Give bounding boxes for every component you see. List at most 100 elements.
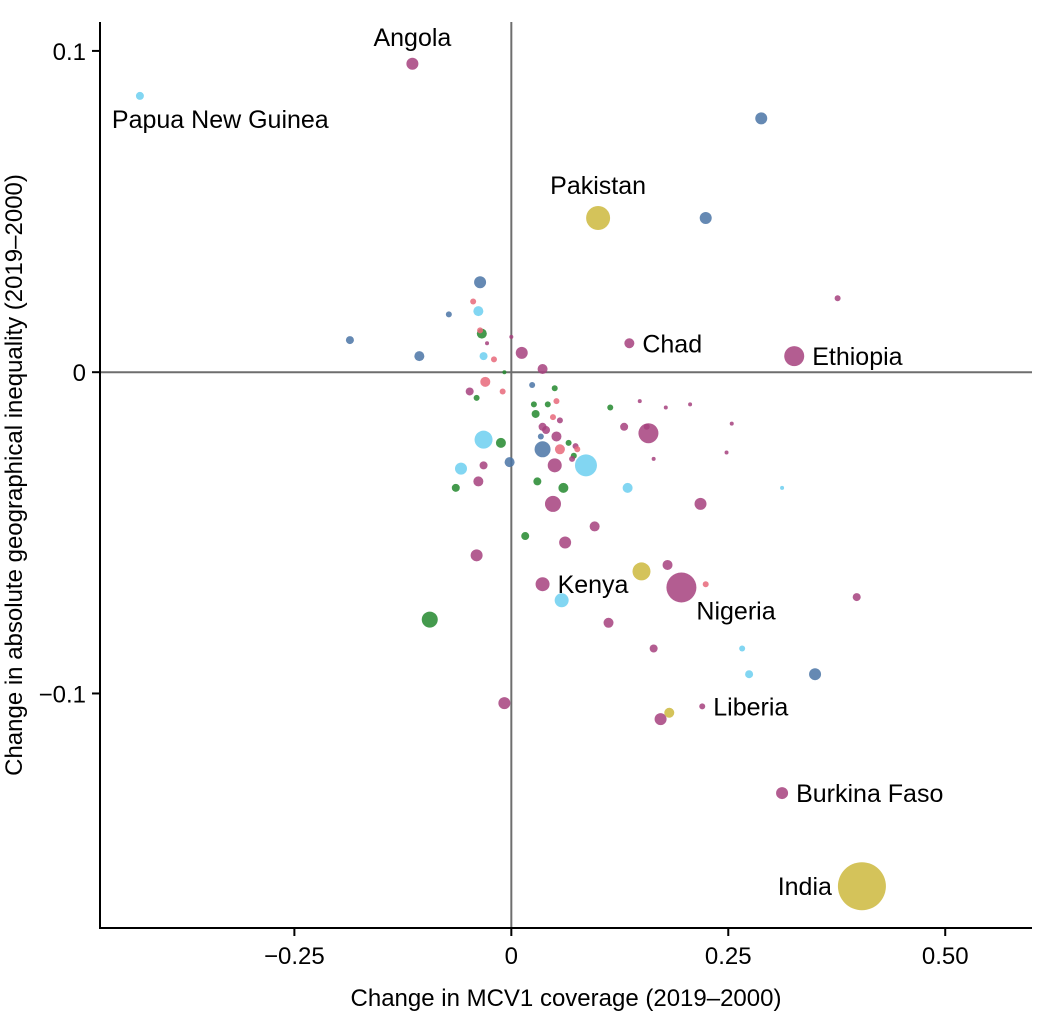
data-point [574,454,597,477]
data-point [603,617,614,628]
data-point [620,422,629,431]
x-tick-label: 0.50 [922,943,969,970]
point-nigeria [666,572,697,603]
data-point [530,401,537,408]
data-point [638,423,659,444]
data-point [809,668,822,681]
data-point [504,457,515,468]
label-chad: Chad [642,330,702,358]
data-point [499,388,506,395]
data-point [554,593,569,608]
point-angola [406,57,419,70]
data-point [477,327,484,334]
data-point [632,562,651,581]
data-point [565,439,572,446]
data-point [414,351,425,362]
data-point [537,433,544,440]
data-point [537,363,548,374]
data-point [474,430,493,449]
label-papua-new-guinea: Papua New Guinea [112,106,329,134]
data-point [649,644,658,653]
data-point [515,346,528,359]
y-tick-label: 0 [73,360,86,387]
y-axis-title: Change in absolute geographical inequali… [1,174,28,776]
data-point [551,385,558,392]
data-point [699,211,712,224]
y-tick-label: 0.1 [53,39,86,66]
label-ethiopia: Ethiopia [812,343,902,371]
data-point [470,549,483,562]
data-point [551,431,562,442]
data-point [542,426,551,435]
data-point [509,334,514,339]
data-point [589,521,600,532]
data-point [531,409,540,418]
data-point [495,437,506,448]
axes [99,22,1032,929]
point-liberia [699,703,706,710]
label-india: India [778,873,832,901]
data-point [554,444,565,455]
data-point [490,356,497,363]
data-point [662,559,673,570]
label-burkina-faso: Burkina Faso [796,780,943,808]
data-point [544,495,561,512]
data-point [694,497,707,510]
data-point [607,404,614,411]
label-angola: Angola [373,24,451,52]
data-point [688,402,693,407]
data-point [622,482,633,493]
data-point [558,482,569,493]
data-point [651,456,656,461]
data-point [534,441,551,458]
x-axis-ticks: −0.25 0 0.25 0.50 [264,928,969,970]
x-tick-label: 0.25 [705,943,752,970]
data-point [473,394,480,401]
label-pakistan: Pakistan [550,172,646,200]
data-point [852,593,861,602]
label-kenya: Kenya [558,571,629,599]
y-axis-ticks: 0.1 0 −0.1 [39,39,100,708]
data-point [739,645,746,652]
data-point [663,405,668,410]
data-point [451,483,460,492]
data-point [473,306,484,317]
data-point [755,112,768,125]
data-point [702,581,709,588]
x-axis-title: Change in MCV1 coverage (2019–2000) [351,985,782,1012]
data-point [556,417,563,424]
data-point [533,477,542,486]
data-point [654,713,667,726]
reference-lines [100,22,1032,928]
point-ethiopia [784,346,805,367]
data-point [421,611,438,628]
data-point [474,276,487,289]
data-point [559,536,572,549]
x-tick-label: 0 [505,943,518,970]
data-point [498,697,511,710]
data-point [445,311,452,318]
point-pakistan [586,205,611,230]
data-point [547,458,562,473]
point-india [837,862,886,911]
data-points [135,57,886,911]
data-point [529,382,536,389]
data-point [479,352,488,361]
data-point [745,670,754,679]
data-point [569,455,576,462]
data-point [470,298,477,305]
data-point [553,398,560,405]
y-tick-label: −0.1 [39,681,86,708]
data-point [729,421,734,426]
data-point [664,707,675,718]
data-point [465,387,474,396]
data-point [485,341,490,346]
data-point [480,376,491,387]
data-point [724,450,729,455]
point-chad [624,338,635,349]
data-point [473,476,484,487]
data-point [502,370,507,375]
data-point [549,414,556,421]
point-kenya [535,577,550,592]
